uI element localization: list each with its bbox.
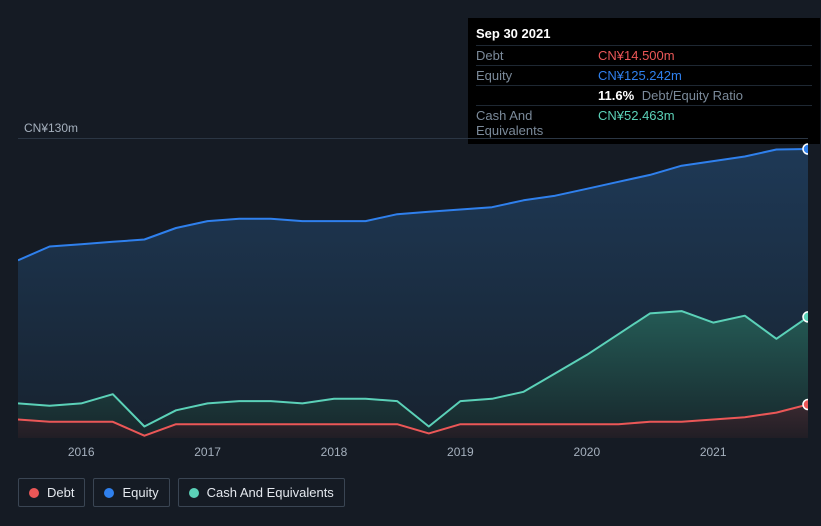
tooltip-row-ratio: 11.6% Debt/Equity Ratio bbox=[476, 85, 812, 105]
tooltip-label bbox=[476, 88, 598, 103]
ratio-label: Debt/Equity Ratio bbox=[642, 88, 743, 103]
chart-legend: Debt Equity Cash And Equivalents bbox=[18, 478, 345, 507]
x-tick-label: 2021 bbox=[700, 445, 727, 459]
end-marker-cash bbox=[803, 312, 808, 322]
tooltip-value: CN¥125.242m bbox=[598, 68, 682, 83]
x-tick-label: 2018 bbox=[321, 445, 348, 459]
tooltip-value: CN¥14.500m bbox=[598, 48, 675, 63]
tooltip-date: Sep 30 2021 bbox=[476, 24, 812, 45]
x-tick-label: 2020 bbox=[573, 445, 600, 459]
legend-label: Debt bbox=[47, 485, 74, 500]
y-axis-top-label: CN¥130m bbox=[24, 121, 78, 135]
chart-container: Sep 30 2021 Debt CN¥14.500m Equity CN¥12… bbox=[0, 0, 821, 526]
series-group bbox=[18, 149, 808, 438]
legend-item-debt[interactable]: Debt bbox=[18, 478, 85, 507]
tooltip-value: CN¥52.463m bbox=[598, 108, 675, 138]
end-marker-equity bbox=[803, 144, 808, 154]
legend-label: Cash And Equivalents bbox=[207, 485, 334, 500]
end-marker-debt bbox=[803, 400, 808, 410]
legend-item-cash[interactable]: Cash And Equivalents bbox=[178, 478, 345, 507]
area-chart-svg[interactable] bbox=[18, 138, 808, 438]
x-tick-label: 2016 bbox=[68, 445, 95, 459]
x-tick-label: 2019 bbox=[447, 445, 474, 459]
legend-label: Equity bbox=[122, 485, 158, 500]
tooltip-label: Cash And Equivalents bbox=[476, 108, 598, 138]
chart-tooltip: Sep 30 2021 Debt CN¥14.500m Equity CN¥12… bbox=[468, 18, 820, 144]
tooltip-ratio: 11.6% Debt/Equity Ratio bbox=[598, 88, 743, 103]
tooltip-row-cash: Cash And Equivalents CN¥52.463m bbox=[476, 105, 812, 140]
swatch-icon bbox=[104, 488, 114, 498]
tooltip-label: Equity bbox=[476, 68, 598, 83]
swatch-icon bbox=[189, 488, 199, 498]
swatch-icon bbox=[29, 488, 39, 498]
tooltip-row-equity: Equity CN¥125.242m bbox=[476, 65, 812, 85]
legend-item-equity[interactable]: Equity bbox=[93, 478, 169, 507]
ratio-value: 11.6% bbox=[598, 88, 634, 103]
tooltip-row-debt: Debt CN¥14.500m bbox=[476, 45, 812, 65]
tooltip-label: Debt bbox=[476, 48, 598, 63]
x-tick-label: 2017 bbox=[194, 445, 221, 459]
x-axis: 2016 2017 2018 2019 2020 2021 bbox=[18, 445, 808, 461]
